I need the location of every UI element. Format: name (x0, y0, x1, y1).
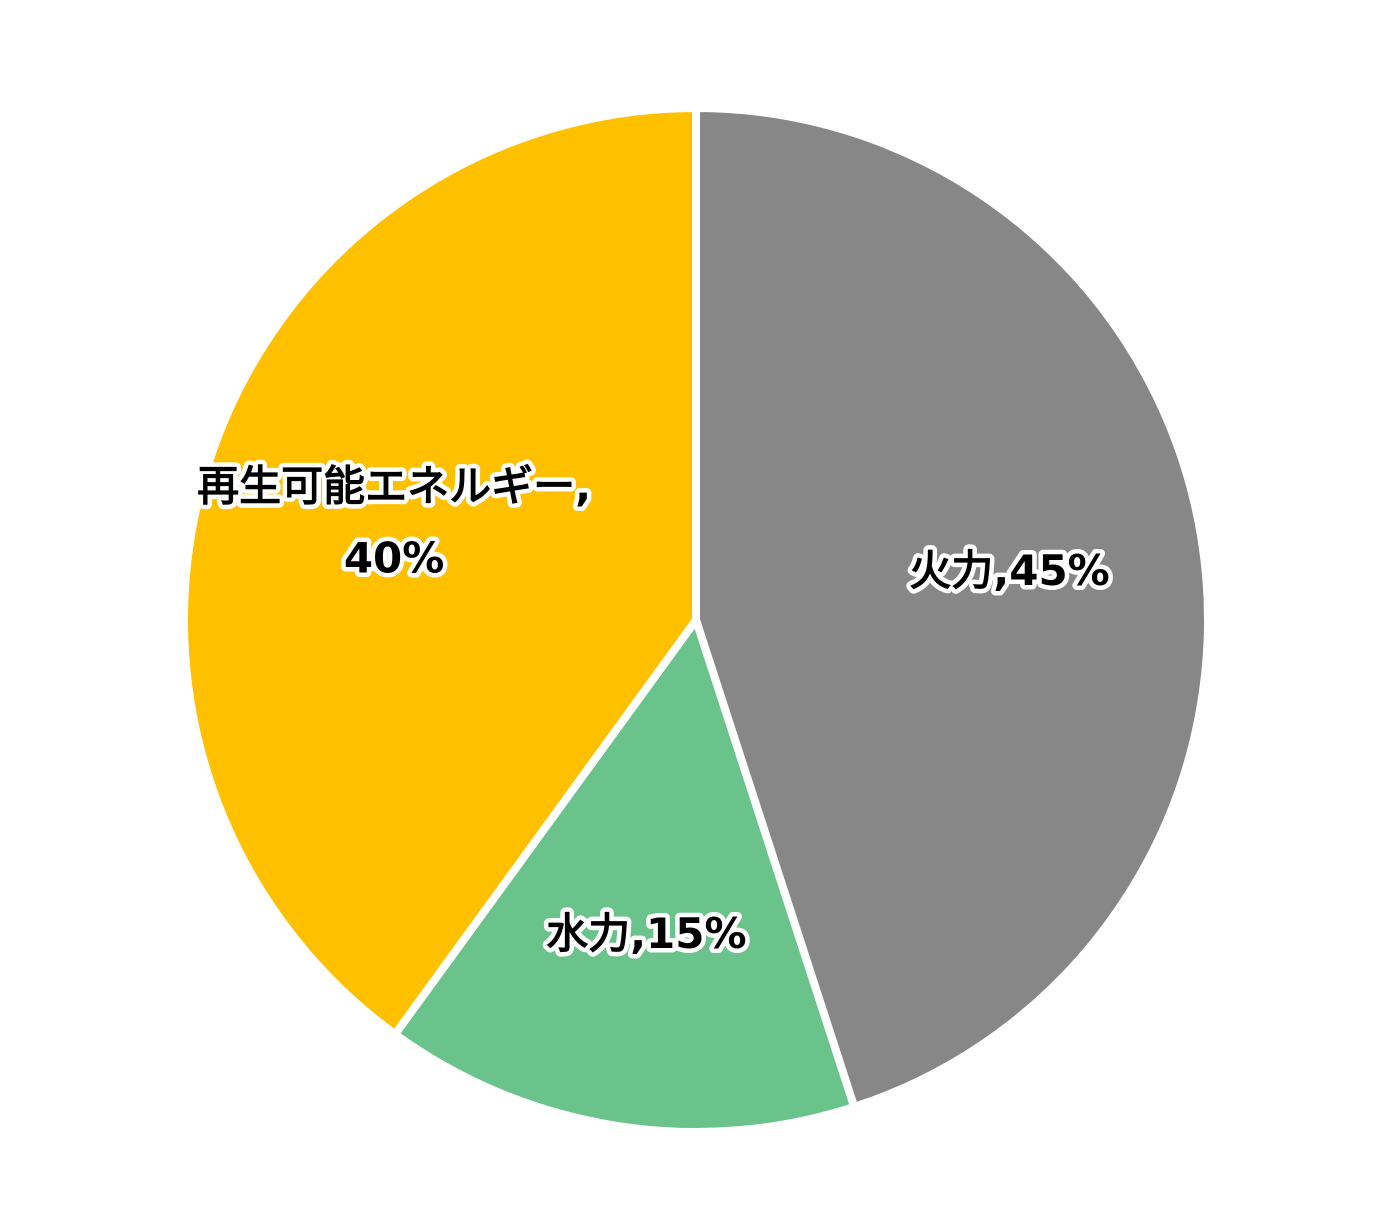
pie-slice-0 (692, 103, 1212, 1112)
slices-layer (180, 103, 1212, 1136)
pie-slice-label-1-line-0: 水力,15% (546, 909, 747, 958)
pie-slice-label-2-line-0: 再生可能エネルギー, (197, 461, 591, 510)
labels-layer: 火力,45% 水力,15% 再生可能エネルギー, 40% (193, 457, 1115, 963)
pie-slice-label-0-line-0: 火力,45% (909, 546, 1110, 595)
pie-slice-1 (389, 611, 860, 1136)
pie-slice-label-2-line-1: 40% (344, 533, 445, 582)
pie-slice-2 (180, 103, 700, 1040)
